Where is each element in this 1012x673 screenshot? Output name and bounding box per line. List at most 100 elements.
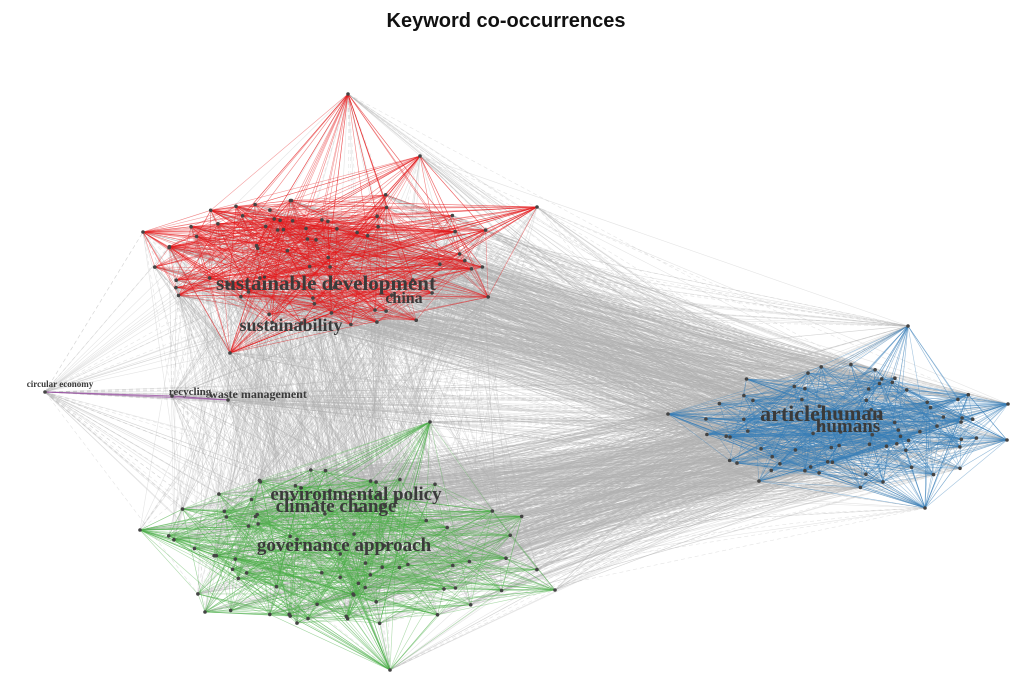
edge bbox=[290, 200, 895, 423]
edge bbox=[291, 200, 669, 415]
edge bbox=[235, 206, 840, 413]
edge bbox=[325, 434, 873, 471]
edge bbox=[256, 245, 861, 488]
edge bbox=[191, 226, 893, 383]
edge bbox=[454, 231, 745, 396]
edge bbox=[296, 378, 747, 540]
edge bbox=[452, 215, 867, 401]
edge bbox=[391, 294, 820, 474]
edge bbox=[376, 421, 962, 603]
edge bbox=[312, 297, 866, 475]
edge bbox=[292, 220, 773, 457]
edge bbox=[439, 263, 861, 488]
edge bbox=[232, 286, 958, 400]
edge bbox=[312, 297, 897, 445]
edge bbox=[142, 231, 762, 449]
edge bbox=[432, 292, 906, 451]
edge bbox=[272, 322, 895, 423]
edge bbox=[331, 312, 824, 413]
edge bbox=[248, 291, 934, 475]
edge bbox=[256, 245, 963, 419]
edge bbox=[350, 324, 727, 437]
edge bbox=[178, 295, 795, 387]
edge bbox=[235, 206, 872, 411]
edge bbox=[257, 248, 748, 432]
edge bbox=[452, 215, 876, 371]
edge bbox=[386, 310, 840, 446]
edge bbox=[315, 239, 720, 404]
edge bbox=[196, 236, 1008, 441]
edge bbox=[376, 321, 880, 384]
edge bbox=[315, 239, 879, 417]
edge bbox=[217, 223, 926, 509]
edge bbox=[385, 194, 977, 439]
edge bbox=[501, 443, 897, 591]
edge bbox=[210, 210, 669, 415]
edge bbox=[269, 209, 820, 407]
edge bbox=[358, 389, 907, 511]
edge bbox=[488, 296, 938, 427]
edge bbox=[256, 245, 961, 469]
edge bbox=[196, 236, 824, 413]
edge bbox=[254, 204, 820, 426]
edge bbox=[536, 206, 795, 387]
edge bbox=[330, 266, 802, 400]
edge bbox=[471, 268, 748, 432]
edge bbox=[454, 231, 869, 390]
edge bbox=[492, 419, 744, 512]
edge bbox=[385, 310, 708, 435]
edge bbox=[386, 310, 879, 417]
edge bbox=[439, 263, 1009, 405]
edge bbox=[452, 215, 727, 437]
edge bbox=[217, 223, 926, 509]
edge bbox=[419, 155, 730, 461]
edge bbox=[385, 194, 872, 411]
edge bbox=[235, 206, 744, 420]
edge bbox=[176, 279, 720, 404]
edge bbox=[175, 287, 1008, 441]
edge bbox=[265, 226, 897, 445]
edge bbox=[328, 257, 895, 423]
edge bbox=[248, 291, 901, 437]
edge bbox=[376, 446, 960, 483]
edge bbox=[210, 210, 897, 445]
edge bbox=[265, 226, 895, 423]
edge bbox=[274, 218, 928, 403]
edge bbox=[353, 399, 958, 596]
edge bbox=[305, 228, 851, 365]
edge bbox=[256, 245, 747, 380]
edge bbox=[347, 93, 912, 468]
edge bbox=[419, 155, 912, 468]
edge bbox=[217, 223, 944, 418]
edge bbox=[301, 322, 727, 437]
edge bbox=[464, 260, 880, 384]
edge bbox=[178, 295, 909, 327]
edge bbox=[229, 352, 744, 396]
edge bbox=[314, 303, 760, 482]
edge bbox=[367, 235, 872, 411]
edge bbox=[385, 194, 833, 463]
edge bbox=[265, 226, 814, 434]
edge bbox=[482, 266, 772, 471]
edge bbox=[357, 232, 895, 379]
edge bbox=[139, 473, 866, 531]
edge bbox=[194, 416, 944, 549]
edge bbox=[217, 223, 824, 413]
edge bbox=[242, 93, 349, 216]
edge bbox=[315, 443, 870, 503]
edge bbox=[254, 204, 720, 404]
edge bbox=[259, 277, 820, 407]
edge bbox=[229, 352, 811, 468]
edge bbox=[432, 292, 882, 380]
edge bbox=[452, 215, 872, 411]
edge bbox=[391, 294, 893, 383]
edge bbox=[265, 226, 920, 432]
edge bbox=[485, 229, 963, 419]
edge bbox=[459, 253, 731, 438]
edge bbox=[272, 322, 669, 415]
edge bbox=[209, 277, 744, 420]
edge bbox=[265, 226, 727, 437]
edge bbox=[331, 312, 906, 451]
edge bbox=[386, 207, 820, 426]
